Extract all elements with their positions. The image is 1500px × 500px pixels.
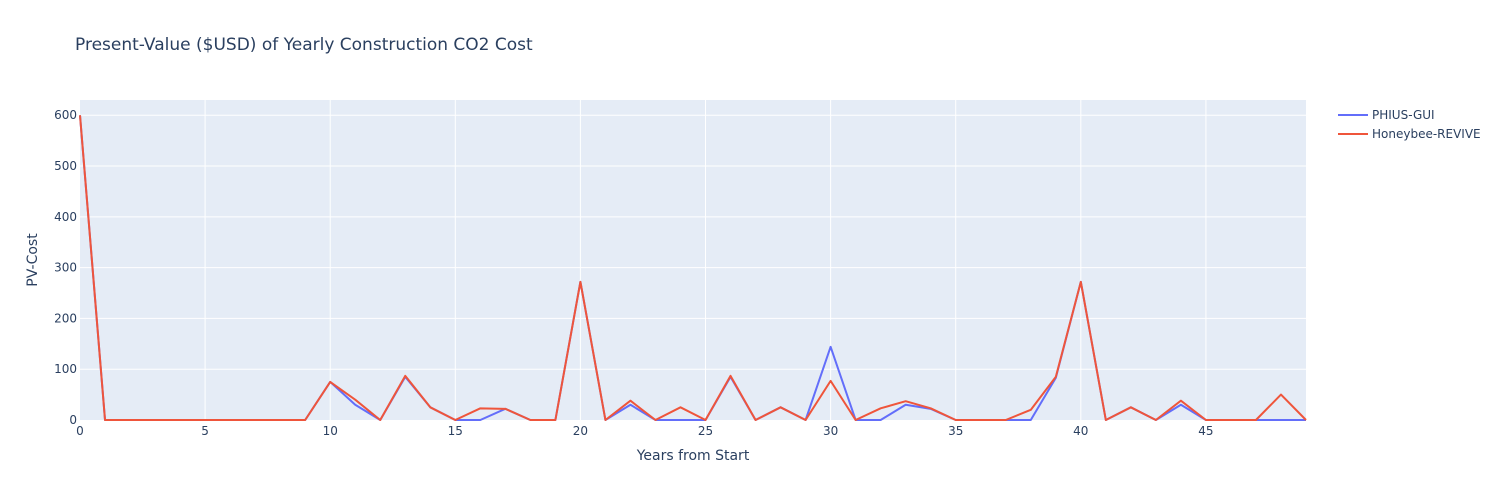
x-tick-labels: 0 5 10 15 20 25 30 35 40 45 (76, 424, 1213, 438)
legend-label: PHIUS-GUI (1372, 108, 1435, 122)
x-tick-label: 5 (201, 424, 209, 438)
y-tick-label: 400 (54, 210, 77, 224)
chart-title: Present-Value ($USD) of Yearly Construct… (75, 35, 533, 55)
x-tick-label: 0 (76, 424, 84, 438)
x-tick-label: 40 (1073, 424, 1088, 438)
y-tick-label: 600 (54, 108, 77, 122)
x-tick-label: 10 (323, 424, 338, 438)
y-tick-label: 500 (54, 159, 77, 173)
x-tick-label: 15 (448, 424, 463, 438)
x-tick-label: 25 (698, 424, 713, 438)
y-tick-label: 200 (54, 311, 77, 325)
plot-area (80, 100, 1306, 420)
x-tick-label: 35 (948, 424, 963, 438)
legend-item-honeybee-revive[interactable]: Honeybee-REVIVE (1338, 127, 1481, 141)
x-tick-label: 30 (823, 424, 838, 438)
x-axis-label: Years from Start (636, 448, 750, 464)
series-line-honeybee-revive[interactable] (79, 115, 1307, 421)
y-tick-labels: 0 100 200 300 400 500 600 (54, 108, 77, 427)
series-layer (79, 115, 1307, 421)
x-tick-label: 20 (573, 424, 588, 438)
grid (80, 100, 1306, 420)
x-tick-label: 45 (1198, 424, 1213, 438)
legend[interactable]: PHIUS-GUI Honeybee-REVIVE (1338, 108, 1481, 141)
y-tick-label: 300 (54, 261, 77, 275)
y-tick-label: 100 (54, 362, 77, 376)
legend-item-phius-gui[interactable]: PHIUS-GUI (1338, 108, 1435, 122)
y-tick-label: 0 (69, 413, 77, 427)
y-axis-label: PV-Cost (25, 233, 41, 287)
legend-label: Honeybee-REVIVE (1372, 127, 1481, 141)
